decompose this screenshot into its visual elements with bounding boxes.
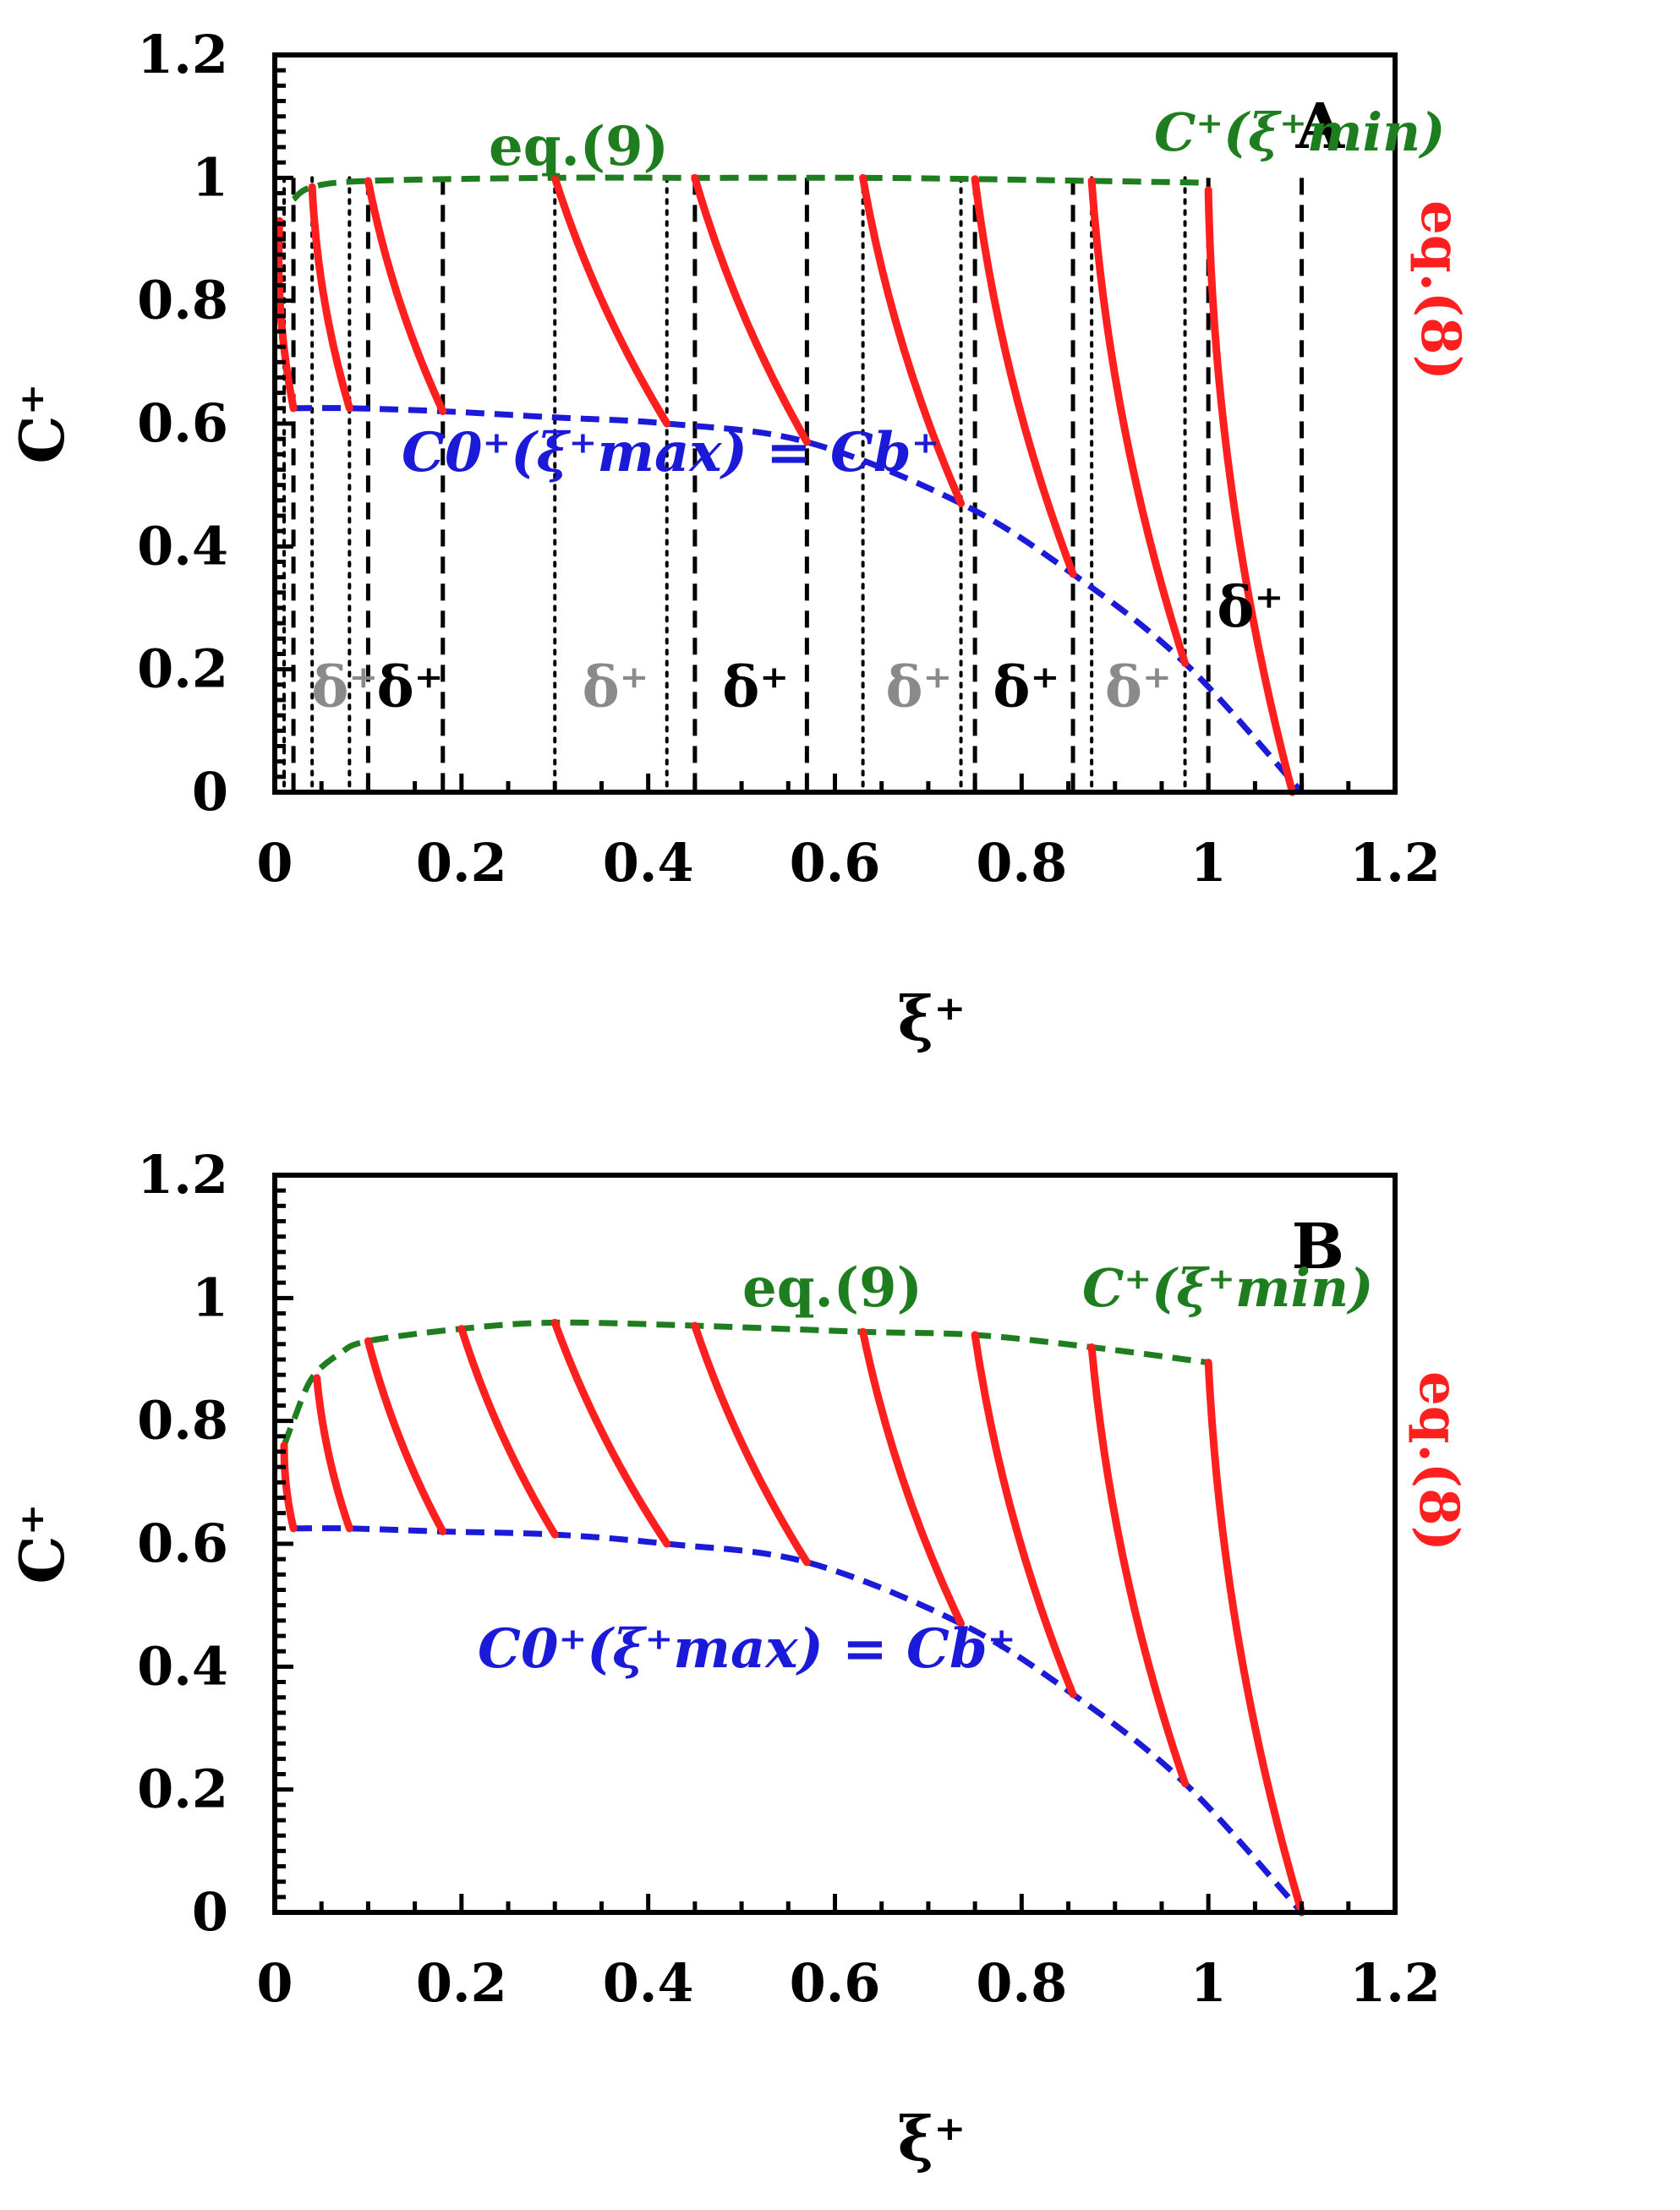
y-tick-label: 0.2 <box>137 1759 228 1820</box>
x-tick-label: 0 <box>256 1952 293 2014</box>
top-curve-line <box>281 1319 1209 1447</box>
bottom-curve-label: C0⁺(ξ⁺max) = Cb⁺ <box>402 421 940 484</box>
panel-label: A <box>1295 90 1346 163</box>
delta-label: δ⁺ <box>993 654 1059 719</box>
limit-segment <box>859 1327 966 1627</box>
y-tick-label: 1 <box>192 1266 228 1328</box>
x-tick-label: 0.4 <box>603 832 694 894</box>
eq8-label: eq.(8) <box>1409 200 1472 380</box>
limit-segment <box>1087 1343 1190 1787</box>
limit-segment <box>971 1331 1077 1699</box>
y-tick-label: 0.4 <box>137 515 228 577</box>
delta-label: δ⁺ <box>1217 574 1283 640</box>
x-tick-label: 1.2 <box>1349 832 1441 894</box>
limit-segment <box>691 1321 811 1567</box>
y-axis-label: C⁺ <box>6 383 78 463</box>
x-tick-label: 1 <box>1190 832 1227 894</box>
y-tick-label: 0.8 <box>137 1390 228 1452</box>
delta-label: δ⁺ <box>722 654 789 719</box>
x-tick-label: 0 <box>256 832 293 894</box>
x-tick-label: 1 <box>1190 1952 1227 2014</box>
panel-b-chart: 0 0.2 0.4 0.6 0.8 1 1.2 0 0.2 0.4 0.6 0.8 1 1.2 ξ⁺ C⁺… <box>6 1144 1470 2174</box>
limit-segment <box>1087 177 1190 667</box>
limit-segment <box>691 173 811 446</box>
y-tick-label: 0 <box>192 1881 228 1943</box>
limit-segment <box>1204 1359 1306 1917</box>
y-tick-label: 0.8 <box>137 270 228 331</box>
panel-a-chart: δ⁺δ⁺ δ⁺ δ⁺ δ⁺ δ⁺ δ⁺δ⁺ 0 0.2 0.4 0.6 0.8 1 1.200.20.… <box>6 24 1472 1054</box>
limit-segment <box>1204 186 1297 796</box>
limit-segment <box>859 173 966 507</box>
delta-label: δ⁺ <box>583 654 649 719</box>
top-curve-line <box>291 174 1209 202</box>
y-tick-label: 0.6 <box>137 392 228 454</box>
limit-segment <box>313 1374 353 1533</box>
x-tick-label: 0.2 <box>416 832 507 894</box>
x-axis-label: ξ⁺ <box>898 982 966 1054</box>
y-tick-label: 1.2 <box>137 1144 228 1206</box>
delta-label: δ⁺ <box>1105 654 1172 719</box>
panel-label: B <box>1291 1211 1344 1283</box>
y-axis-label: C⁺ <box>6 1503 78 1584</box>
y-tick-label: 0.2 <box>137 638 228 700</box>
x-tick-label: 0.8 <box>976 1952 1067 2014</box>
eq9-label: eq.(9) <box>489 115 669 178</box>
x-tick-label: 0.6 <box>790 832 881 894</box>
eq9-label: eq.(9) <box>742 1256 922 1320</box>
delta-label: δ⁺ <box>377 654 444 719</box>
x-tick-label: 1.2 <box>1349 1952 1441 2014</box>
eq8-label: eq.(8) <box>1407 1371 1470 1551</box>
limit-segment <box>550 173 671 428</box>
y-tick-label: 0.6 <box>137 1513 228 1574</box>
limit-segment <box>971 175 1077 578</box>
top-curve-label: C⁺(ξ⁺min) <box>1154 101 1445 163</box>
limit-segment <box>280 1441 298 1533</box>
limit-segment <box>457 1325 559 1539</box>
limit-segment <box>364 1337 447 1535</box>
x-tick-label: 0.4 <box>603 1952 694 2014</box>
top-curve-label: C⁺(ξ⁺min) <box>1082 1257 1373 1319</box>
limit-segment <box>550 1318 671 1548</box>
x-tick-label: 0.2 <box>416 1952 507 2014</box>
x-tick-label: 0.6 <box>790 1952 881 2014</box>
bottom-curve-label: C0⁺(ξ⁺max) = Cb⁺ <box>478 1617 1016 1681</box>
limit-segment <box>308 183 353 413</box>
delta-label: δ⁺ <box>311 654 378 719</box>
x-axis-label: ξ⁺ <box>898 2103 966 2174</box>
y-tick-label: 1.2 <box>137 24 228 85</box>
x-tick-label: 0.8 <box>976 832 1067 894</box>
delta-label: δ⁺ <box>885 654 952 719</box>
y-tick-label: 0 <box>192 761 228 823</box>
limit-segment <box>364 177 447 415</box>
y-tick-label: 0.4 <box>137 1635 228 1697</box>
y-tick-label: 1 <box>192 146 228 208</box>
